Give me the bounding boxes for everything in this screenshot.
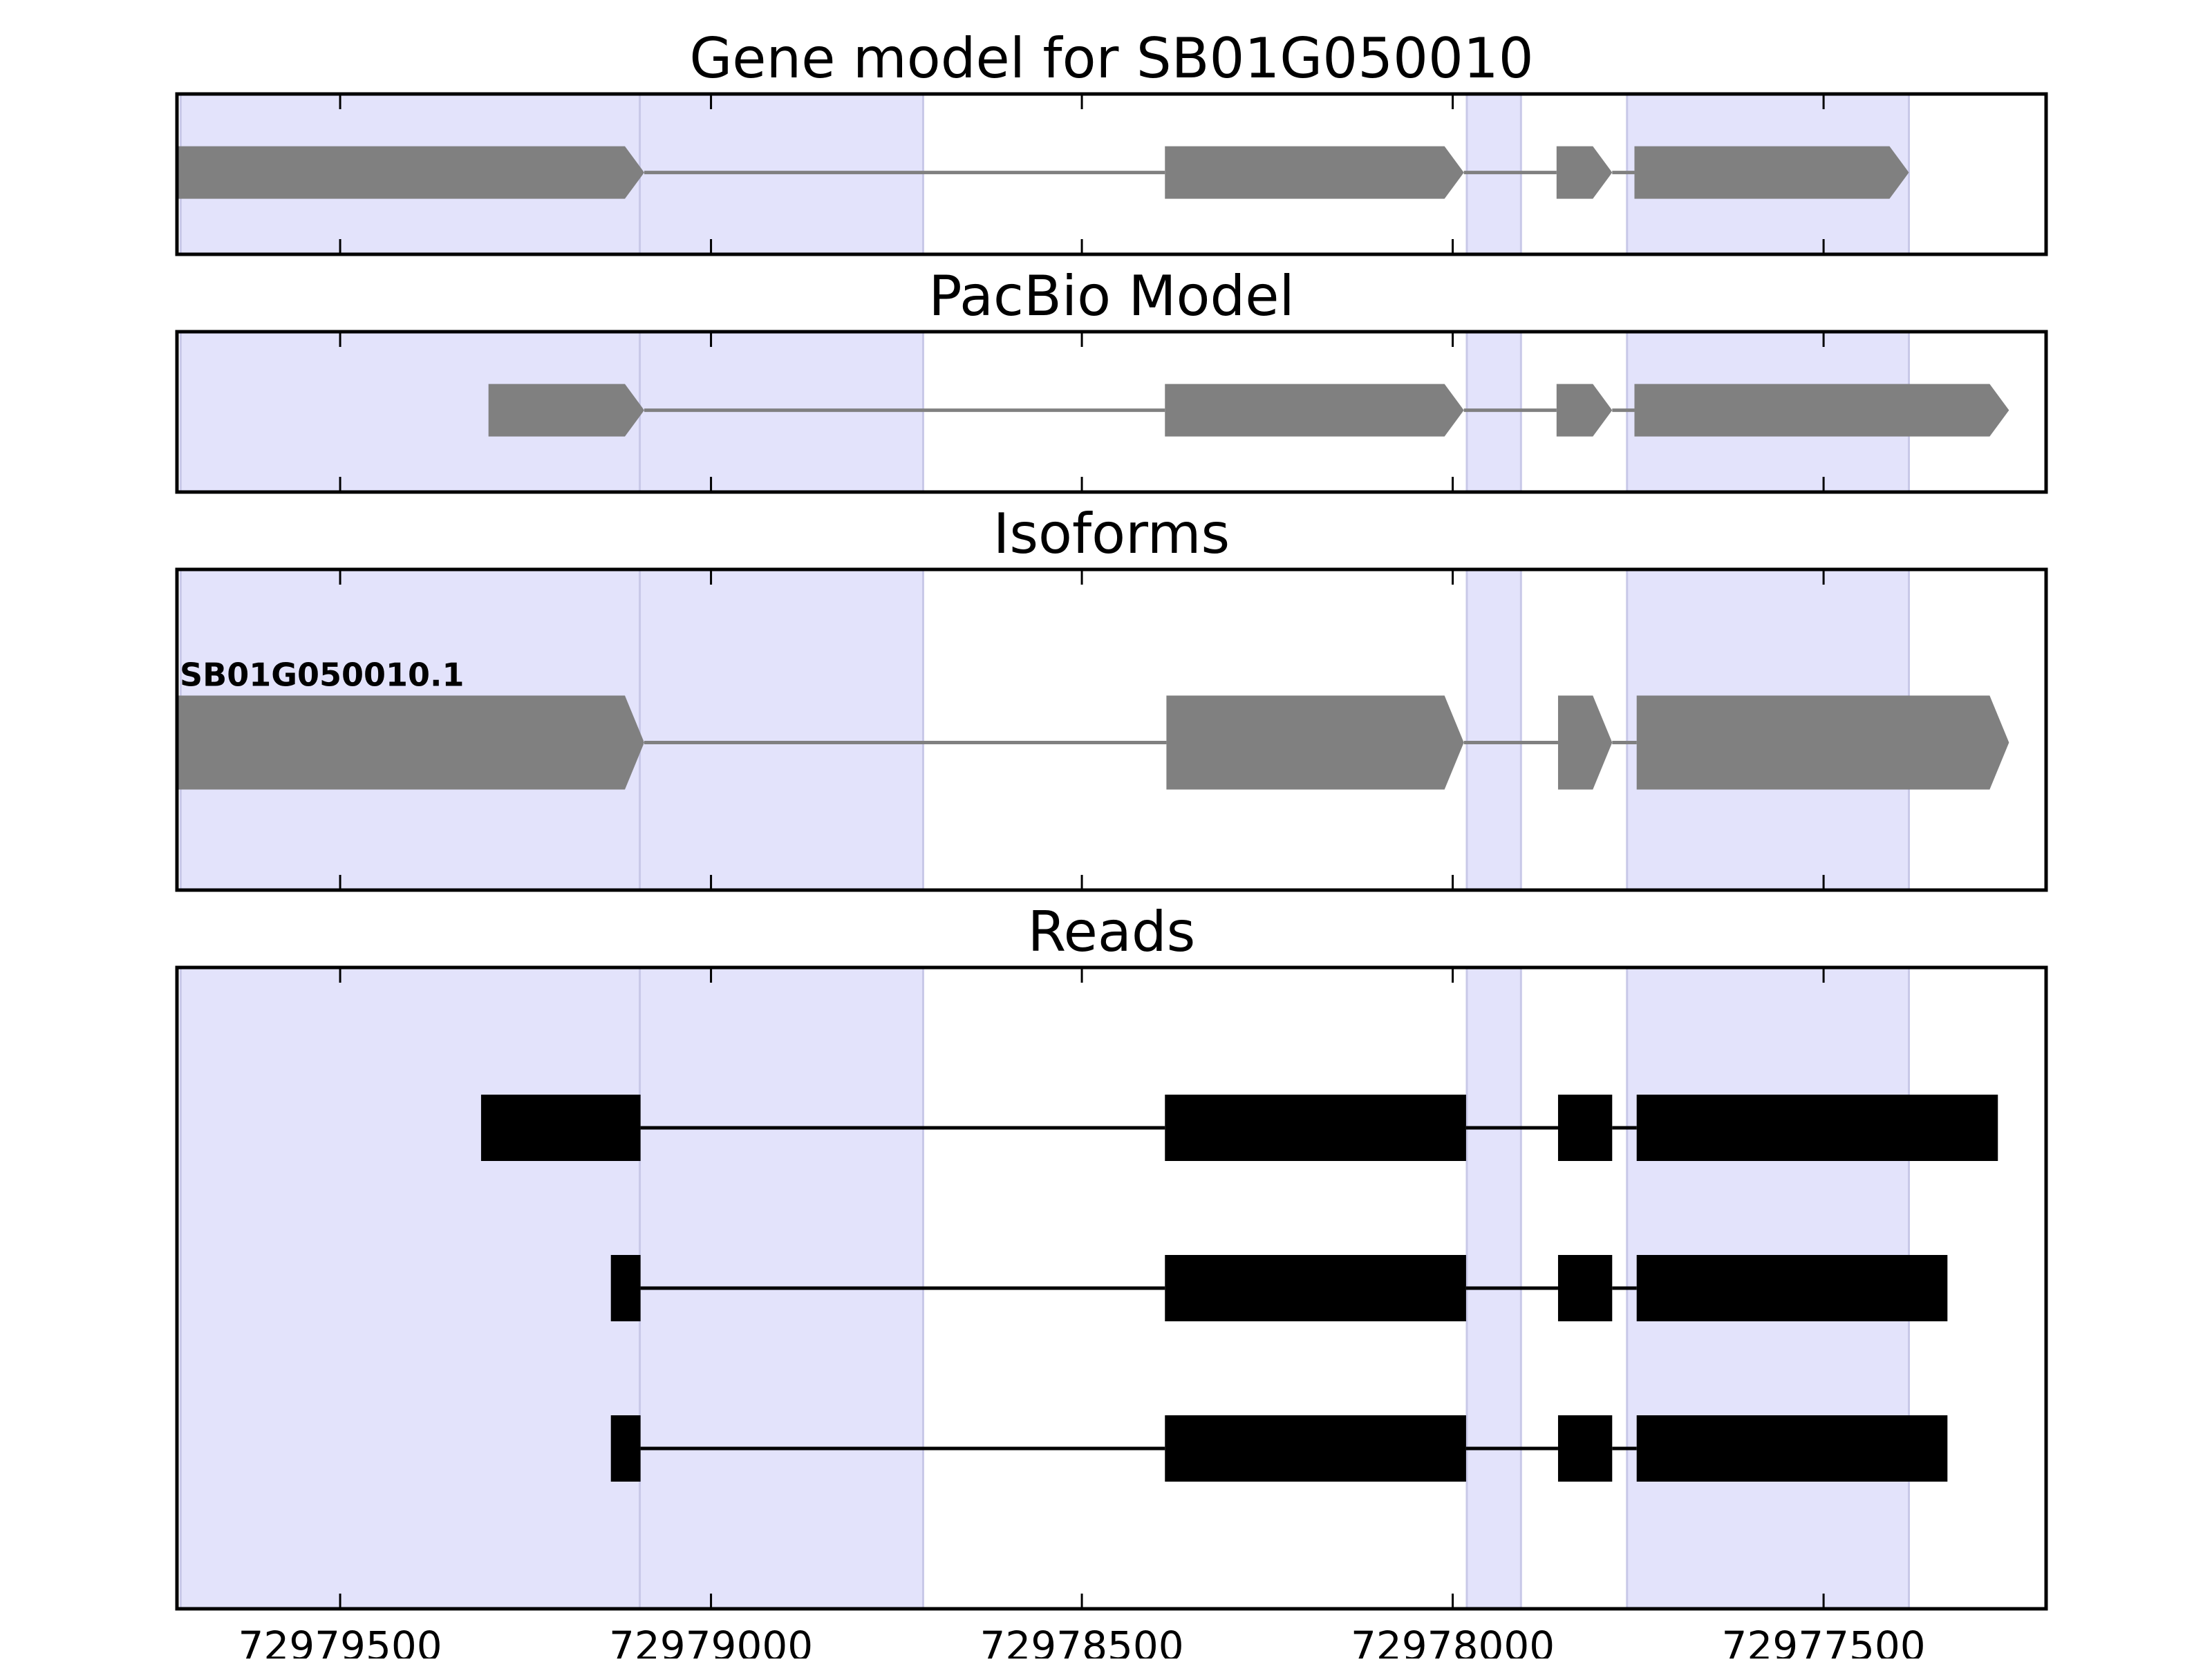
read-exon-block [1557, 1255, 1613, 1321]
exon-arrow [1165, 146, 1464, 199]
track-row [610, 1255, 1948, 1321]
read-exon-block [480, 1095, 641, 1161]
track-row [177, 146, 1909, 199]
exon-highlight-band [1465, 568, 1522, 891]
panel-frame [175, 330, 2048, 494]
exon-arrow [1165, 384, 1464, 437]
panel-title: Isoforms [993, 502, 1230, 566]
exon-arrow [177, 695, 644, 790]
exon-arrow [1634, 384, 2009, 437]
exon-arrow [488, 384, 644, 437]
exon-arrow [1557, 695, 1613, 790]
read-exon-block [610, 1255, 641, 1321]
panel-frame [175, 567, 2048, 892]
panel-title: PacBio Model [928, 264, 1294, 328]
x-tick-label: 72979500 [238, 1623, 442, 1659]
exon-arrow [1636, 695, 2009, 790]
x-tick-label: 72978000 [1351, 1623, 1555, 1659]
read-exon-block [1636, 1095, 1998, 1161]
panel-3: Reads [175, 900, 2048, 1611]
exon-arrow [1166, 695, 1464, 790]
panel-title: Gene model for SB01G050010 [689, 26, 1533, 91]
read-exon-block [1165, 1255, 1466, 1321]
panel-2: Isoforms SB01G050010.1 [175, 502, 2048, 892]
track-row [610, 1415, 1948, 1482]
read-exon-block [1557, 1415, 1613, 1482]
exon-arrow [1634, 146, 1909, 199]
read-exon-block [1636, 1415, 1948, 1482]
panel-frame [175, 92, 2048, 256]
track-row: SB01G050010.1 [177, 657, 2009, 790]
x-tick-label: 72979000 [609, 1623, 813, 1659]
read-exon-block [1165, 1415, 1466, 1482]
x-tick-label: 72977500 [1721, 1623, 1925, 1659]
exon-arrow [177, 146, 644, 199]
read-exon-block [1636, 1255, 1948, 1321]
panel-0: Gene model for SB01G050010 [175, 26, 2048, 256]
read-exon-block [1557, 1095, 1613, 1161]
exon-highlight-band [179, 966, 641, 1610]
panel-frame [175, 965, 2048, 1611]
read-exon-block [1165, 1095, 1466, 1161]
read-exon-block [610, 1415, 641, 1482]
exon-arrow [1556, 146, 1613, 199]
panel-title: Reads [1028, 900, 1196, 964]
isoform-label: SB01G050010.1 [180, 657, 464, 694]
x-tick-label: 72978500 [980, 1623, 1183, 1659]
panel-1: PacBio Model [175, 264, 2048, 494]
track-row [488, 384, 2009, 437]
track-row [480, 1095, 1998, 1161]
exon-arrow [1556, 384, 1613, 437]
